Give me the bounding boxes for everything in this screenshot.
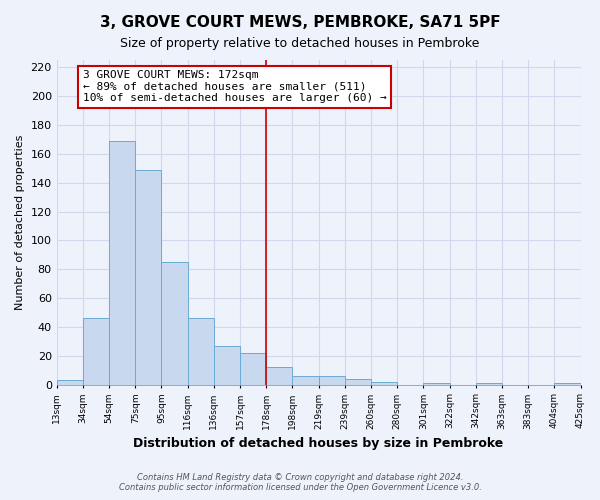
Text: 3, GROVE COURT MEWS, PEMBROKE, SA71 5PF: 3, GROVE COURT MEWS, PEMBROKE, SA71 5PF (100, 15, 500, 30)
Bar (83, 318, 109, 384)
Bar (476, 383, 502, 384)
Bar (292, 376, 319, 384)
Bar (135, 170, 161, 384)
Text: Size of property relative to detached houses in Pembroke: Size of property relative to detached ho… (121, 38, 479, 51)
Bar (56, 380, 83, 384)
Bar (161, 262, 188, 384)
Bar (319, 376, 345, 384)
Bar (109, 141, 135, 384)
Bar (424, 383, 449, 384)
Bar (371, 382, 397, 384)
Text: Contains HM Land Registry data © Crown copyright and database right 2024.
Contai: Contains HM Land Registry data © Crown c… (119, 473, 481, 492)
Bar (214, 346, 240, 385)
X-axis label: Distribution of detached houses by size in Pembroke: Distribution of detached houses by size … (133, 437, 504, 450)
Text: 3 GROVE COURT MEWS: 172sqm
← 89% of detached houses are smaller (511)
10% of sem: 3 GROVE COURT MEWS: 172sqm ← 89% of deta… (83, 70, 386, 103)
Bar (345, 379, 371, 384)
Y-axis label: Number of detached properties: Number of detached properties (15, 134, 25, 310)
Bar (188, 318, 214, 384)
Bar (266, 368, 292, 384)
Bar (240, 353, 266, 384)
Bar (554, 383, 581, 384)
